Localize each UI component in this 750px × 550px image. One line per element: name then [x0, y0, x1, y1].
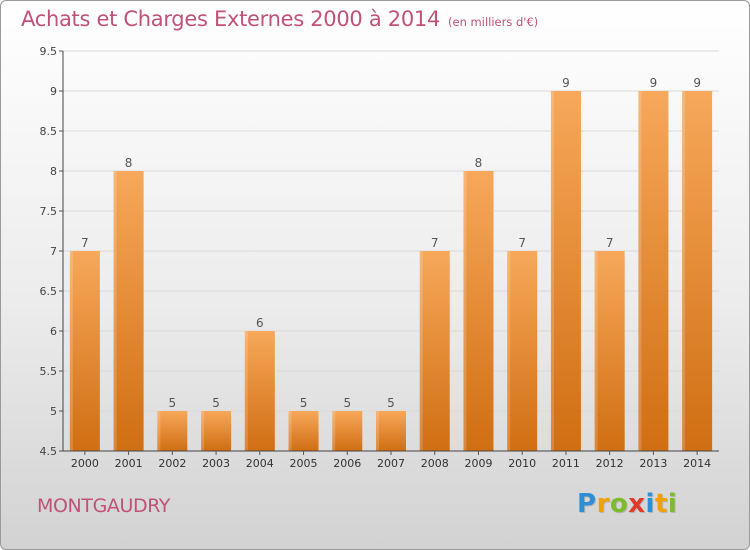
bar-highlight: [332, 411, 336, 451]
place-name: MONTGAUDRY: [37, 495, 171, 517]
x-tick-label: 2001: [115, 457, 143, 470]
x-tick-label: 2007: [377, 457, 405, 470]
data-label: 8: [475, 156, 483, 170]
bar-2009: [463, 171, 494, 451]
data-label: 9: [562, 76, 570, 90]
brand-letter: i: [645, 489, 655, 519]
bar-2002: [157, 411, 188, 451]
brand-logo: Proxiti: [577, 489, 677, 519]
y-tick-label: 9.5: [40, 45, 58, 58]
label-layer: 7 8 5 5 6 5 5 5 7 8 7 9 7 9 9: [81, 76, 701, 410]
data-label: 8: [125, 156, 133, 170]
chart-title-text: Achats et Charges Externes 2000 à 2014: [21, 7, 441, 31]
bar-highlight: [69, 251, 73, 451]
y-tick-label: 8: [50, 165, 57, 178]
bar-2001: [113, 171, 144, 451]
data-label: 7: [81, 236, 89, 250]
brand-letter: P: [577, 489, 597, 519]
x-tick-label: 2013: [639, 457, 667, 470]
bar-highlight: [682, 91, 686, 451]
bar-2010: [507, 251, 538, 451]
y-tick-label: 7.5: [40, 205, 58, 218]
axis-layer: 4.5 5 5.5 6 6.5 7 7.5 8 8.5 9 9.5 2000 2001 2002 2003 2…: [40, 45, 719, 470]
data-label: 7: [518, 236, 526, 250]
data-label: 9: [650, 76, 658, 90]
bar-highlight: [244, 331, 248, 451]
y-tick-label: 7: [50, 245, 57, 258]
x-tick-label: 2004: [246, 457, 274, 470]
y-tick-label: 4.5: [40, 445, 58, 458]
x-tick-label: 2014: [683, 457, 711, 470]
x-tick-label: 2003: [202, 457, 230, 470]
bar-highlight: [376, 411, 379, 451]
brand-letter: x: [628, 489, 646, 519]
y-tick-label: 8.5: [40, 125, 58, 138]
bar-highlight: [201, 411, 205, 451]
bar-highlight: [594, 251, 598, 451]
bar-2014: [682, 91, 713, 451]
bar-highlight: [113, 171, 117, 451]
brand-letter: i: [667, 489, 678, 519]
data-label: 9: [693, 76, 701, 90]
x-tick-label: 2008: [421, 457, 449, 470]
y-tick-label: 6.5: [40, 285, 58, 298]
bar-2000: [69, 251, 100, 451]
data-label: 6: [256, 316, 264, 330]
data-label: 7: [606, 236, 614, 250]
bar-2013: [638, 91, 669, 451]
brand-letter: t: [654, 489, 668, 519]
bar-highlight: [419, 251, 423, 451]
bar-2008: [419, 251, 450, 451]
x-tick-label: 2005: [290, 457, 318, 470]
bar-highlight: [550, 91, 554, 451]
y-tick-label: 5: [50, 405, 57, 418]
y-tick-label: 6: [50, 325, 57, 338]
x-tick-label: 2009: [464, 457, 492, 470]
bar-2012: [594, 251, 625, 451]
bar-2003: [201, 411, 232, 451]
x-tick-label: 2011: [552, 457, 580, 470]
bar-highlight: [288, 411, 292, 451]
bar-highlight: [463, 171, 467, 451]
x-tick-label: 2002: [158, 457, 186, 470]
data-label: 5: [387, 396, 395, 410]
brand-letter: o: [609, 489, 629, 519]
bar-2011: [550, 91, 581, 451]
bar-2007: [376, 411, 406, 451]
data-label: 7: [431, 236, 439, 250]
y-tick-label: 9: [50, 85, 57, 98]
bar-highlight: [157, 411, 161, 451]
bar-2005: [288, 411, 319, 451]
bar-highlight: [507, 251, 511, 451]
data-label: 5: [343, 396, 351, 410]
chart-unit-label: (en milliers d'€): [448, 15, 539, 29]
data-label: 5: [169, 396, 177, 410]
x-tick-label: 2010: [508, 457, 536, 470]
bar-2006: [332, 411, 363, 451]
x-tick-label: 2012: [596, 457, 624, 470]
y-tick-label: 5.5: [40, 365, 58, 378]
data-label: 5: [212, 396, 220, 410]
x-tick-label: 2000: [71, 457, 99, 470]
data-label: 5: [300, 396, 308, 410]
chart-title: Achats et Charges Externes 2000 à 2014 (e…: [21, 7, 538, 31]
bar-highlight: [638, 91, 642, 451]
bar-layer: [69, 91, 713, 451]
bar-2004: [244, 331, 275, 451]
brand-letter: r: [596, 489, 610, 519]
x-tick-label: 2006: [333, 457, 361, 470]
